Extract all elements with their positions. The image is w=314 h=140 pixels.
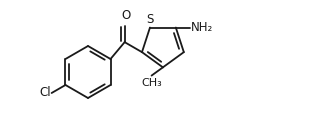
Text: O: O (121, 9, 130, 22)
Text: NH₂: NH₂ (191, 21, 213, 34)
Text: Cl: Cl (39, 87, 51, 100)
Text: CH₃: CH₃ (141, 78, 162, 88)
Text: S: S (146, 13, 154, 26)
